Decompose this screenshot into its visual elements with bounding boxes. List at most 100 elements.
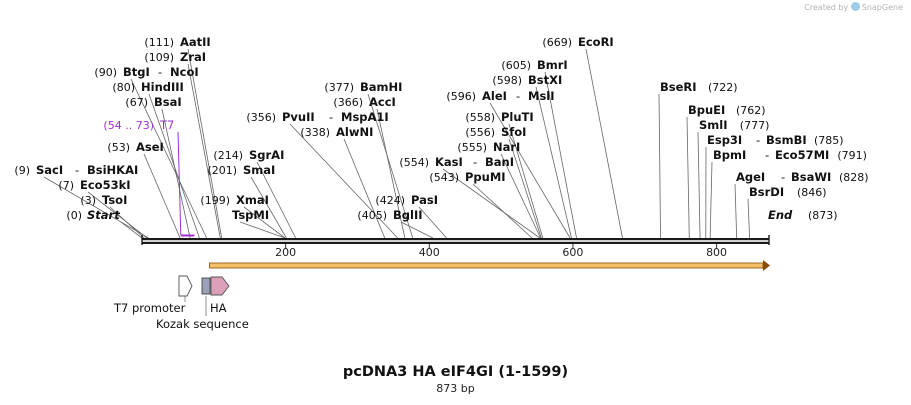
site-name: ZraI	[180, 50, 206, 64]
cut-site-line	[343, 138, 386, 239]
cut-site-line	[500, 153, 541, 239]
feature-label: T7 promoter	[113, 301, 186, 315]
site-name: PluTI	[501, 110, 534, 124]
ruler-tick-label: 800	[706, 246, 727, 259]
orf-arrowhead	[763, 260, 770, 271]
primer-line	[177, 131, 182, 236]
cut-site-line	[535, 86, 572, 239]
t7-promoter-shape	[178, 275, 193, 297]
ruler-tick-label: 200	[275, 246, 296, 259]
snapgene-logo-icon	[850, 2, 860, 11]
site-alias-dash: -	[158, 65, 162, 79]
site-alias: NcoI	[170, 65, 199, 79]
site-position: (338)	[300, 126, 330, 139]
cut-site-line	[187, 63, 221, 239]
site-position: (722)	[708, 81, 738, 94]
orf-bar	[209, 262, 764, 269]
dna-backbone	[141, 234, 770, 245]
site-name: EcoRI	[578, 35, 614, 49]
site-position: (596)	[446, 90, 476, 103]
map-title: pcDNA3 HA eIF4GI (1-1599)	[342, 364, 569, 380]
cut-site-line	[442, 168, 541, 239]
site-position: (356)	[246, 111, 276, 124]
site-name: TspMI	[232, 208, 269, 222]
cut-site-line	[658, 93, 661, 239]
site-name: SmlI	[699, 118, 728, 132]
site-position: (424)	[375, 194, 405, 207]
site-position: (777)	[740, 119, 770, 132]
cut-site-line	[143, 153, 181, 239]
site-position: (111)	[144, 36, 174, 49]
bp-ruler: 200 400 600 800	[275, 244, 727, 259]
map-length: 873 bp	[436, 382, 475, 395]
site-position: (90)	[94, 66, 117, 79]
cut-site-line	[400, 221, 434, 239]
cut-site-line	[239, 221, 286, 239]
cut-site-line	[508, 123, 544, 239]
cut-site-line	[489, 102, 571, 239]
site-position: (555)	[457, 141, 487, 154]
site-alias-dash: -	[329, 110, 333, 124]
site-name: AlwNI	[336, 125, 373, 139]
site-alias-dash: -	[473, 155, 477, 169]
site-name: HindIII	[141, 80, 184, 94]
ruler-tick-label: 400	[419, 246, 440, 259]
site-name: PvuII	[282, 110, 315, 124]
site-position: (377)	[324, 81, 354, 94]
primer-bar	[180, 234, 195, 237]
site-name: PasI	[411, 193, 438, 207]
site-position: (201)	[207, 164, 237, 177]
site-name: XmaI	[236, 193, 269, 207]
site-position: (199)	[200, 194, 230, 207]
site-name: TsoI	[102, 193, 127, 207]
site-name: SgrAI	[249, 148, 284, 162]
site-alias: BsaWI	[791, 170, 831, 184]
site-name: BpmI	[713, 148, 746, 162]
site-position: (669)	[542, 36, 572, 49]
cut-site-line	[187, 48, 223, 239]
watermark-brand: SnapGene	[861, 3, 903, 12]
site-position: (828)	[839, 171, 869, 184]
site-position: (785)	[814, 134, 844, 147]
cut-site-lines	[43, 48, 751, 239]
site-labels: (3) TsoI(7) Eco53kI(9) SacI - BsiHKAI(53) AseI…	[14, 35, 868, 222]
cut-site-line	[544, 71, 577, 239]
site-position: (558)	[465, 111, 495, 124]
site-alias: Eco57MI	[775, 148, 829, 162]
primer-name: T7	[159, 118, 174, 132]
site-name: AccI	[369, 95, 396, 109]
site-position: (80)	[112, 81, 135, 94]
kozak-shape	[201, 277, 211, 295]
site-position: (9)	[14, 164, 30, 177]
cut-site-line	[686, 116, 690, 239]
site-alias: BanI	[485, 155, 514, 169]
orf-track	[209, 260, 770, 271]
site-name: BsaI	[154, 95, 182, 109]
site-position: (605)	[501, 59, 531, 72]
site-position: (791)	[837, 149, 867, 162]
site-name: AatII	[180, 35, 211, 49]
cut-site-line	[256, 161, 297, 239]
site-position: (214)	[213, 149, 243, 162]
site-name: PpuMI	[465, 170, 506, 184]
site-position: (554)	[399, 156, 429, 169]
site-name: BamHI	[360, 80, 402, 94]
cut-site-line	[367, 93, 414, 239]
site-alias-dash: -	[75, 163, 79, 177]
snapgene-watermark: Created by SnapGene	[804, 2, 903, 12]
site-name: BtgI	[123, 65, 150, 79]
site-position: (762)	[736, 104, 766, 117]
watermark-prefix: Created by	[804, 3, 849, 12]
site-position: (846)	[797, 186, 827, 199]
site-position: (3)	[80, 194, 96, 207]
cut-site-line	[508, 138, 542, 239]
start-label: Start	[87, 208, 120, 222]
ha-tag-shape	[210, 276, 230, 296]
site-name: AseI	[136, 140, 164, 154]
site-alias-dash: -	[516, 89, 520, 103]
cut-site-line	[289, 123, 398, 239]
start-line	[120, 221, 143, 239]
site-position: (598)	[492, 74, 522, 87]
site-position: (556)	[465, 126, 495, 139]
